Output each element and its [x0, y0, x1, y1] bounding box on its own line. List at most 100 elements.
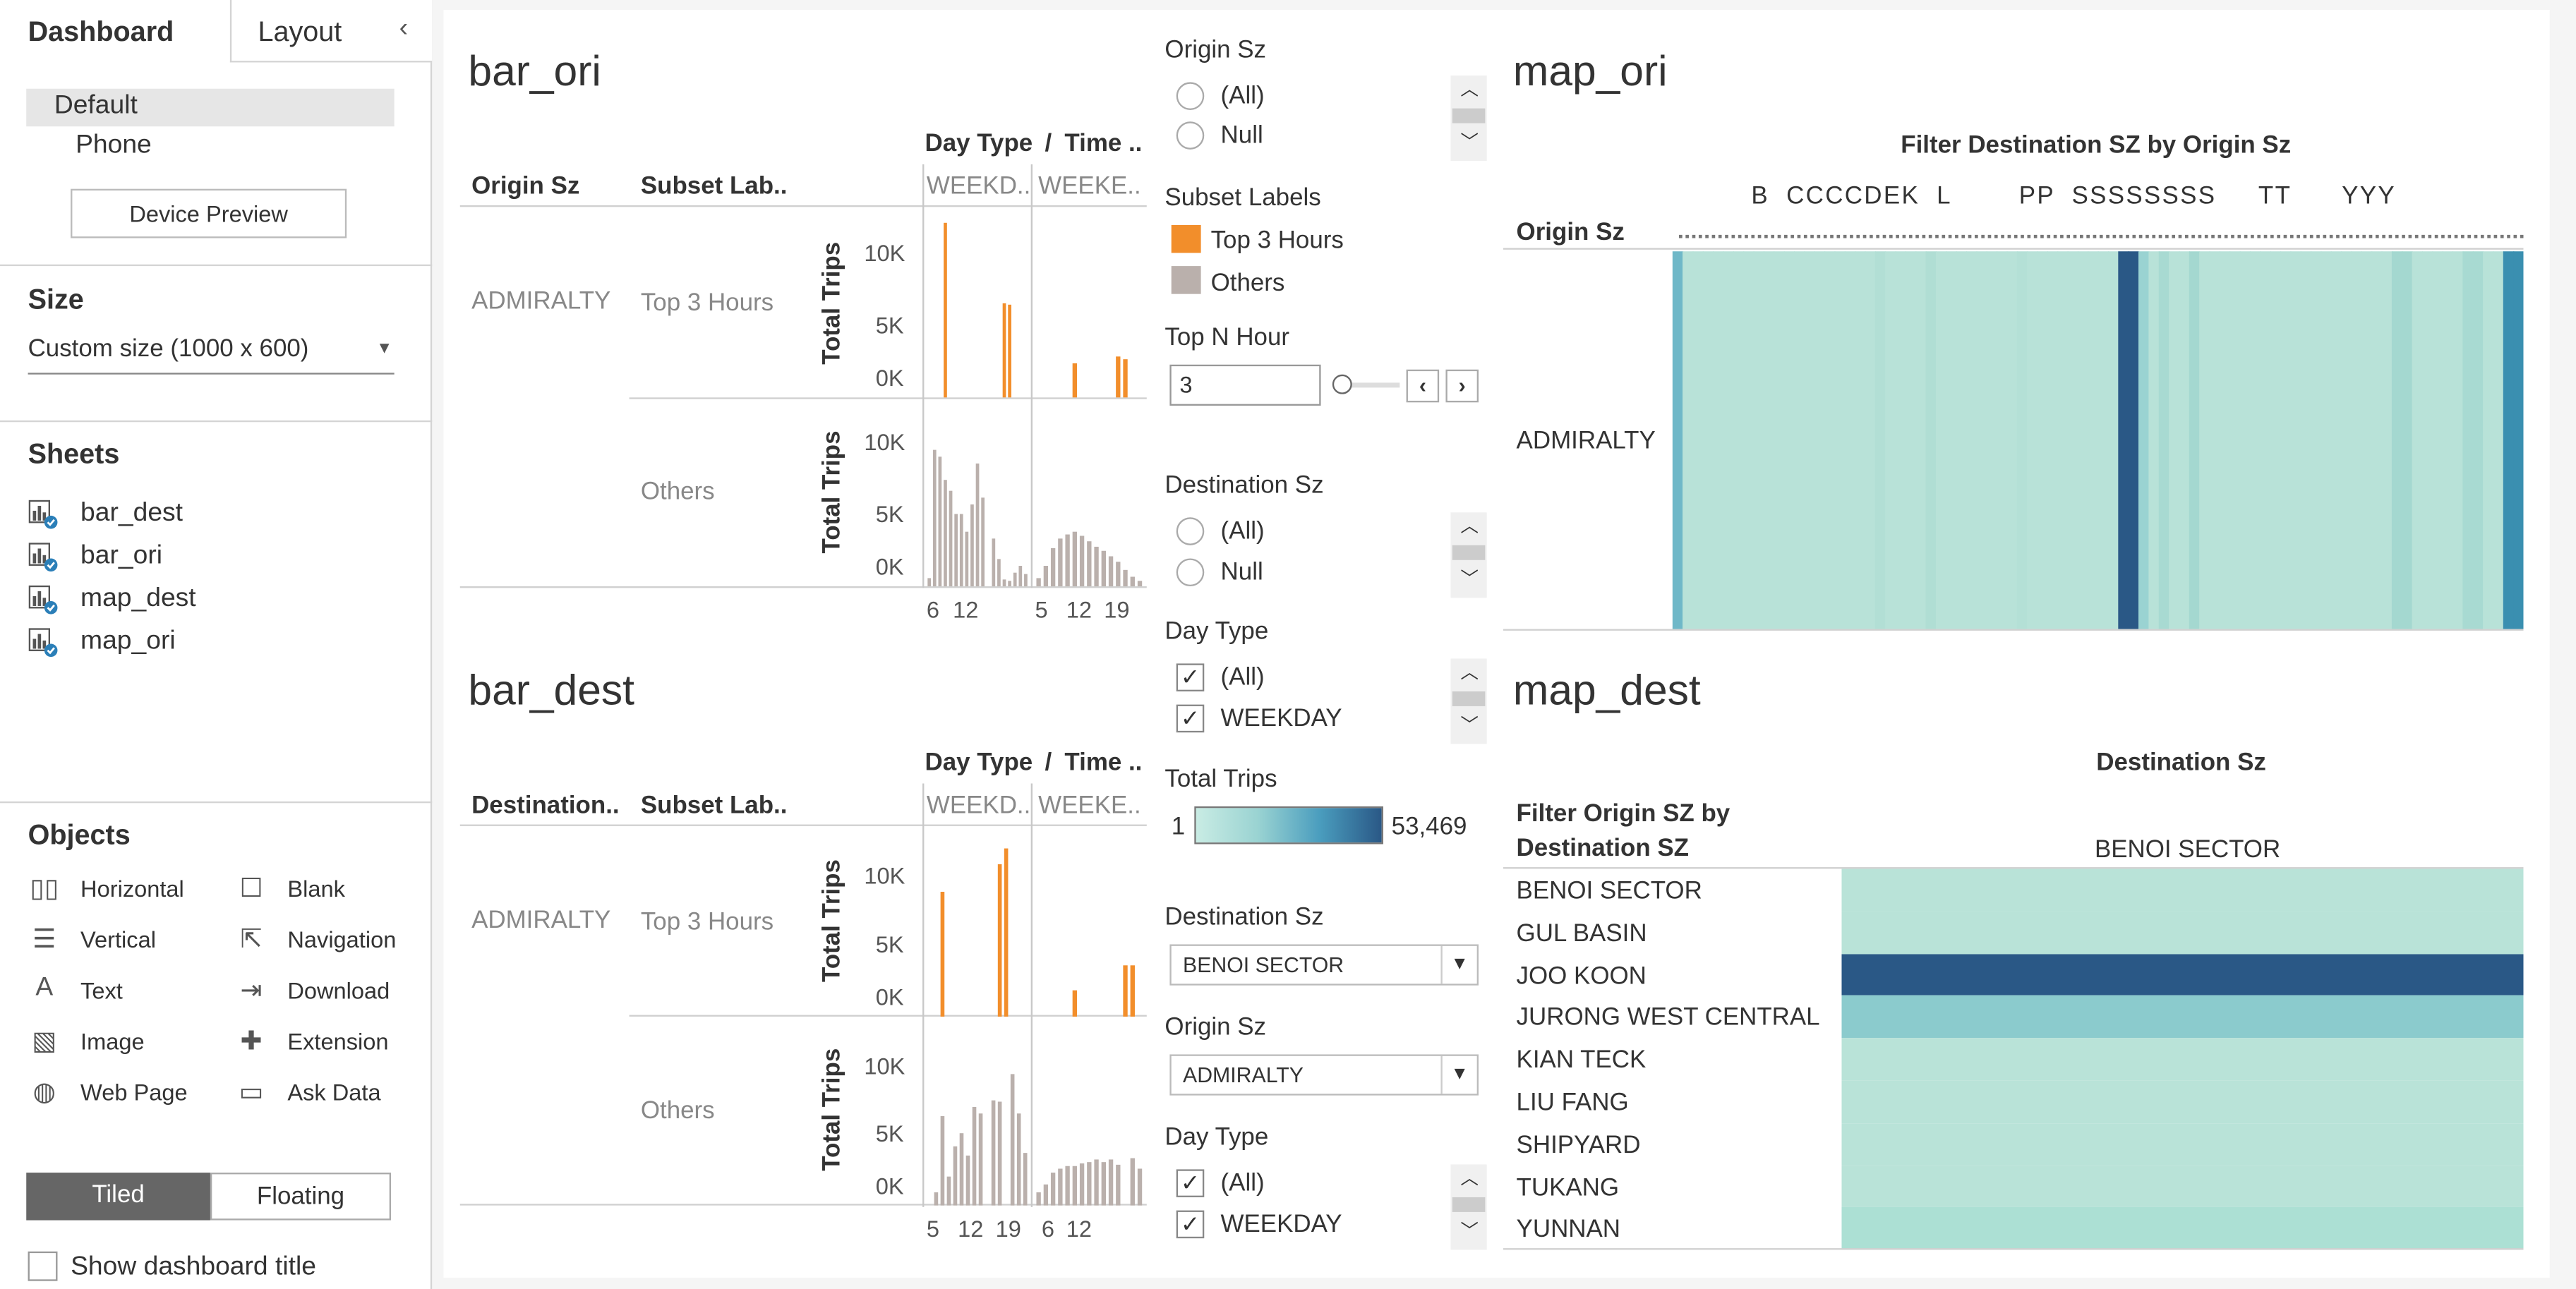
- object-item[interactable]: ▭ Ask Data: [235, 1076, 424, 1112]
- scrollbar[interactable]: ︿ ﹀: [1450, 1164, 1487, 1250]
- checkbox-all[interactable]: ✓: [1176, 663, 1205, 692]
- bar: [1010, 1074, 1015, 1206]
- object-item[interactable]: ☰ Vertical: [28, 923, 217, 959]
- floating-button[interactable]: Floating: [210, 1173, 392, 1221]
- device-phone[interactable]: Phone: [76, 131, 152, 159]
- sheet-item[interactable]: bar_dest: [28, 500, 390, 535]
- bar: [1101, 550, 1106, 587]
- heatmap-cell: [1841, 1207, 2524, 1250]
- scroll-thumb[interactable]: [1452, 1197, 1486, 1212]
- scroll-thumb[interactable]: [1452, 545, 1486, 560]
- map-dest-row-label: BENOI SECTOR: [1516, 877, 1702, 905]
- heatmap-cell: [2290, 251, 2301, 629]
- bar-dest-row-label: ADMIRALTY: [471, 906, 611, 935]
- dest-dropdown[interactable]: BENOI SECTOR ▼: [1169, 944, 1479, 986]
- chevron-down-icon[interactable]: ﹀: [1460, 715, 1479, 736]
- bar: [975, 463, 980, 587]
- chevron-up-icon[interactable]: ︿: [1460, 1169, 1479, 1190]
- object-item[interactable]: ⇥ Download: [235, 974, 424, 1010]
- object-item[interactable]: ▧ Image: [28, 1025, 217, 1061]
- total-trips-max: 53,469: [1391, 813, 1467, 841]
- bar: [1137, 1168, 1143, 1206]
- divider: [0, 420, 433, 423]
- tab-dashboard[interactable]: Dashboard: [0, 0, 230, 63]
- bar-dest-weekday-header: WEEKD..: [926, 791, 1031, 820]
- heatmap-cell: [1855, 251, 1866, 629]
- x-tick: 6: [926, 595, 940, 623]
- step-forward-button[interactable]: ›: [1445, 369, 1479, 403]
- map-ori-title: map_ori: [1512, 46, 1668, 96]
- radio-all[interactable]: [1176, 517, 1205, 545]
- bar-ori-subset-header: Subset Lab..: [640, 172, 788, 200]
- checkbox-weekday[interactable]: ✓: [1176, 1210, 1205, 1239]
- bar: [944, 480, 947, 587]
- tiled-button[interactable]: Tiled: [26, 1173, 210, 1221]
- y-tick: 10K: [864, 1053, 905, 1079]
- size-dropdown[interactable]: Custom size (1000 x 600) ▼: [28, 332, 395, 375]
- topn-input[interactable]: 3: [1169, 364, 1321, 406]
- bar: [1002, 303, 1006, 398]
- caret-down-icon[interactable]: ▼: [1440, 1055, 1476, 1094]
- heatmap-cell: [2452, 251, 2464, 629]
- filter-day2-opt-all: (All): [1220, 1169, 1265, 1197]
- object-item[interactable]: ✚ Extension: [235, 1025, 424, 1061]
- map-dest-title: map_dest: [1512, 665, 1701, 715]
- extension-icon: ✚: [240, 1028, 263, 1056]
- object-item[interactable]: ▯▯ Horizontal: [28, 872, 217, 908]
- bar: [1116, 562, 1121, 587]
- y-tick: 5K: [875, 1120, 904, 1146]
- heatmap-cell: [1915, 251, 1927, 629]
- bar-ori-origin-header: Origin Sz: [471, 172, 580, 200]
- bar: [1008, 581, 1011, 587]
- radio-null[interactable]: [1176, 558, 1205, 587]
- origin-dropdown[interactable]: ADMIRALTY ▼: [1169, 1054, 1479, 1096]
- bar: [938, 456, 942, 587]
- object-item[interactable]: ⇱ Navigation: [235, 923, 424, 959]
- chevron-up-icon[interactable]: ︿: [1460, 663, 1479, 684]
- chevron-up-icon[interactable]: ︿: [1460, 80, 1479, 100]
- scrollbar[interactable]: ︿ ﹀: [1450, 512, 1487, 598]
- y-tick: 5K: [875, 931, 904, 958]
- bar: [1018, 566, 1023, 587]
- bar: [1036, 1192, 1041, 1206]
- object-item[interactable]: A Text: [28, 974, 217, 1010]
- chevron-down-icon[interactable]: ﹀: [1460, 569, 1479, 590]
- radio-all[interactable]: [1176, 82, 1205, 110]
- bar: [1058, 1168, 1063, 1206]
- scroll-thumb[interactable]: [1452, 691, 1486, 706]
- scrollbar[interactable]: ︿ ﹀: [1450, 75, 1487, 162]
- topn-slider-track[interactable]: [1334, 382, 1400, 388]
- bar-ori-weekday-header: WEEKD..: [926, 172, 1031, 200]
- sheet-item[interactable]: map_dest: [28, 585, 390, 621]
- y-tick: 5K: [875, 312, 904, 339]
- heatmap-cell: [2300, 251, 2312, 629]
- bar: [927, 578, 932, 587]
- y-tick: 0K: [875, 1173, 904, 1199]
- x-tick: 12: [1066, 595, 1093, 623]
- show-title-checkbox[interactable]: [28, 1251, 58, 1281]
- divider: [629, 1015, 1147, 1017]
- sheet-item[interactable]: map_ori: [28, 627, 390, 663]
- checkbox-all[interactable]: ✓: [1176, 1169, 1205, 1197]
- device-preview-button[interactable]: Device Preview: [71, 188, 347, 238]
- device-default[interactable]: Default: [26, 88, 395, 127]
- chevron-up-icon[interactable]: ︿: [1460, 517, 1479, 538]
- radio-null[interactable]: [1176, 121, 1205, 150]
- caret-down-icon[interactable]: ▼: [1440, 945, 1476, 984]
- checkbox-weekday[interactable]: ✓: [1176, 704, 1205, 733]
- scroll-thumb[interactable]: [1452, 108, 1486, 123]
- chevron-left-icon[interactable]: ‹: [399, 14, 409, 43]
- chevron-down-icon[interactable]: ﹀: [1460, 1221, 1479, 1242]
- heatmap-cell: [2158, 251, 2170, 629]
- chevron-down-icon[interactable]: ﹀: [1460, 133, 1479, 153]
- filter-day-opt-all: (All): [1220, 663, 1265, 692]
- scrollbar[interactable]: ︿ ﹀: [1450, 658, 1487, 744]
- step-back-button[interactable]: ‹: [1406, 369, 1440, 403]
- tab-layout[interactable]: Layout ‹: [229, 0, 433, 63]
- vertical-container-icon: ☰: [32, 926, 56, 955]
- object-item[interactable]: ☐ Blank: [235, 872, 424, 908]
- object-item[interactable]: ◍ Web Page: [28, 1076, 217, 1112]
- topn-slider-thumb[interactable]: [1332, 374, 1352, 394]
- sheet-item[interactable]: bar_ori: [28, 542, 390, 578]
- divider: [629, 397, 1147, 399]
